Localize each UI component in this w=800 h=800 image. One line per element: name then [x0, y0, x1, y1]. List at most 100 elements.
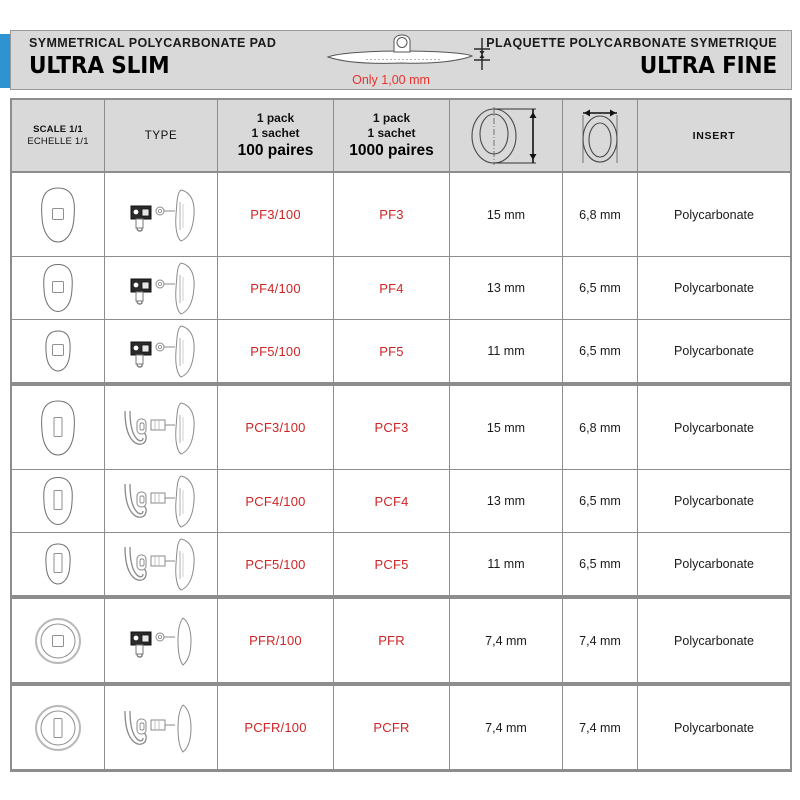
header-banner: SYMMETRICAL POLYCARBONATE PAD ULTRA SLIM — [0, 30, 800, 92]
product-code-100: PCF5/100 — [245, 556, 306, 572]
cell-pack-1000: PF4 — [334, 257, 450, 320]
header-cell-width — [563, 100, 638, 173]
cell-insert-material: Polycarbonate — [638, 386, 790, 470]
cell-type-drawing — [105, 686, 218, 770]
width-value: 6,5 mm — [579, 281, 621, 295]
pad-outline-icon — [14, 320, 102, 382]
cell-pack-100: PCFR/100 — [218, 686, 334, 770]
products-table: SCALE 1/1 ECHELLE 1/1 TYPE 1 pack 1 sach… — [10, 98, 792, 772]
cell-insert-material: Polycarbonate — [638, 686, 790, 770]
table-header-row: SCALE 1/1 ECHELLE 1/1 TYPE 1 pack 1 sach… — [12, 100, 790, 173]
width-value: 6,5 mm — [579, 494, 621, 508]
cell-scale-drawing — [12, 599, 105, 683]
header-cell-type: TYPE — [105, 100, 218, 173]
banner-right-title: ULTRA FINE — [639, 53, 777, 79]
product-code-100: PF3/100 — [250, 207, 301, 222]
pad-outline-icon — [14, 533, 102, 595]
width-value: 7,4 mm — [579, 720, 621, 735]
cell-type-drawing — [105, 533, 218, 596]
cell-width: 6,5 mm — [563, 320, 638, 383]
screw-mount-pad-icon — [111, 186, 211, 244]
width-value: 6,5 mm — [579, 557, 621, 571]
cell-width: 7,4 mm — [563, 686, 638, 770]
header-cell-pack-100: 1 pack 1 sachet 100 paires — [218, 100, 334, 173]
cell-height: 11 mm — [450, 533, 563, 596]
header-cell-insert: INSERT — [638, 100, 790, 173]
cell-pack-1000: PFR — [334, 599, 450, 683]
pad-height-dimension-icon — [471, 106, 537, 165]
pad-outline-icon — [14, 470, 102, 532]
clip-mount-pad-icon — [111, 535, 211, 593]
height-value: 15 mm — [486, 420, 526, 435]
cell-height: 7,4 mm — [450, 599, 563, 683]
cell-width: 6,5 mm — [563, 533, 638, 596]
product-code-100: PCF3/100 — [245, 420, 306, 435]
insert-material-value: Polycarbonate — [674, 281, 754, 295]
screw-mount-pad-icon — [111, 259, 211, 317]
header-insert-label: INSERT — [692, 129, 736, 142]
screw-mount-pad-icon — [111, 322, 211, 380]
table-row: PF3/100 PF3 15 mm 6,8 mm Polycarbonate — [12, 173, 790, 257]
cell-scale-drawing — [12, 173, 105, 257]
table-row: PCF5/100 PCF5 11 mm 6,5 mm Polycarbonate — [12, 533, 790, 596]
cell-scale-drawing — [12, 320, 105, 383]
banner-left-text: SYMMETRICAL POLYCARBONATE PAD ULTRA SLIM — [29, 36, 359, 79]
cell-insert-material: Polycarbonate — [638, 320, 790, 383]
height-value: 7,4 mm — [485, 633, 527, 648]
width-value: 6,5 mm — [579, 344, 621, 358]
cell-pack-100: PF3/100 — [218, 173, 334, 257]
cell-scale-drawing — [12, 386, 105, 470]
height-value: 11 mm — [487, 557, 525, 571]
header-pack100-line3: 100 paires — [237, 142, 314, 159]
cell-scale-drawing — [12, 257, 105, 320]
banner-right-subtitle: PLAQUETTE POLYCARBONATE SYMETRIQUE — [486, 36, 777, 50]
banner-left-subtitle: SYMMETRICAL POLYCARBONATE PAD — [29, 36, 277, 50]
header-type-label: TYPE — [144, 129, 178, 142]
cell-type-drawing — [105, 599, 218, 683]
product-code-1000: PFR — [378, 633, 405, 648]
product-code-1000: PF5 — [379, 343, 404, 359]
cell-scale-drawing — [12, 533, 105, 596]
header-cell-pack-1000: 1 pack 1 sachet 1000 paires — [334, 100, 450, 173]
pad-outline-icon — [14, 184, 102, 246]
header-pack1000-line3: 1000 paires — [349, 142, 434, 159]
pad-profile-illustration: Only 1,00 mm — [316, 33, 496, 91]
product-code-100: PF5/100 — [250, 343, 301, 359]
height-value: 15 mm — [486, 207, 526, 222]
cell-type-drawing — [105, 320, 218, 383]
product-code-1000: PCF4 — [374, 493, 409, 509]
header-cell-scale: SCALE 1/1 ECHELLE 1/1 — [12, 100, 105, 173]
cell-width: 6,8 mm — [563, 173, 638, 257]
pad-outline-icon — [14, 257, 102, 319]
cell-height: 13 mm — [450, 470, 563, 533]
pad-thickness-diagram-icon — [326, 34, 490, 70]
height-value: 7,4 mm — [485, 720, 527, 735]
cell-pack-100: PCF5/100 — [218, 533, 334, 596]
screw-mount-round-pad-icon — [111, 612, 211, 670]
insert-material-value: Polycarbonate — [674, 344, 754, 358]
header-scale-line1: SCALE 1/1 — [33, 124, 83, 135]
product-code-100: PCFR/100 — [244, 720, 307, 735]
cell-pack-100: PCF4/100 — [218, 470, 334, 533]
cell-insert-material: Polycarbonate — [638, 173, 790, 257]
cell-height: 13 mm — [450, 257, 563, 320]
cell-pack-1000: PF5 — [334, 320, 450, 383]
clip-mount-round-pad-icon — [111, 699, 211, 757]
height-value: 13 mm — [486, 494, 526, 508]
cell-scale-drawing — [12, 470, 105, 533]
header-pack1000-line2: 1 sachet — [367, 126, 416, 140]
cell-height: 11 mm — [450, 320, 563, 383]
width-value: 6,8 mm — [579, 420, 621, 435]
cell-pack-1000: PCFR — [334, 686, 450, 770]
cell-type-drawing — [105, 386, 218, 470]
product-code-100: PFR/100 — [249, 633, 302, 648]
table-row: PCF4/100 PCF4 13 mm 6,5 mm Polycarbonate — [12, 470, 790, 533]
banner-right-text: PLAQUETTE POLYCARBONATE SYMETRIQUE ULTRA… — [417, 36, 777, 79]
insert-material-value: Polycarbonate — [674, 720, 754, 735]
cell-height: 7,4 mm — [450, 686, 563, 770]
cell-type-drawing — [105, 257, 218, 320]
height-value: 11 mm — [487, 344, 525, 358]
cell-height: 15 mm — [450, 386, 563, 470]
pad-outline-icon — [14, 610, 102, 672]
